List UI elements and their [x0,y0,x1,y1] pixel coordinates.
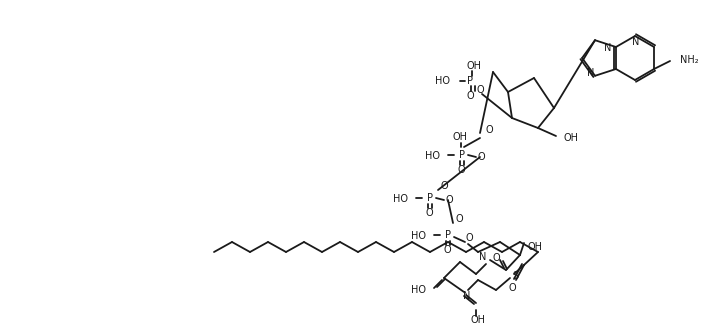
Text: HO: HO [411,285,426,295]
Text: P: P [459,150,465,160]
Text: O: O [492,253,500,263]
Text: O: O [446,195,454,205]
Text: HO: HO [393,194,408,204]
Text: NH₂: NH₂ [680,55,699,65]
Text: O: O [466,91,474,101]
Text: O: O [465,233,472,243]
Text: O: O [455,214,463,224]
Text: N: N [480,252,487,262]
Text: N: N [633,37,640,47]
Text: O: O [440,181,448,191]
Text: N: N [463,291,471,301]
Text: HO: HO [411,231,426,241]
Text: OH: OH [564,133,579,143]
Text: O: O [425,208,433,218]
Text: P: P [445,230,451,240]
Text: O: O [476,85,484,95]
Text: O: O [508,283,516,293]
Text: N: N [604,43,611,53]
Text: OH: OH [470,315,485,325]
Text: HO: HO [435,76,450,86]
Text: P: P [467,76,473,86]
Text: OH: OH [452,132,467,142]
Text: OH: OH [467,61,482,71]
Text: O: O [443,245,451,255]
Text: N: N [587,68,595,78]
Text: O: O [457,165,465,175]
Text: HO: HO [425,151,440,161]
Text: S: S [512,271,518,281]
Text: O: O [478,152,485,162]
Text: OH: OH [528,242,543,252]
Text: P: P [427,193,433,203]
Text: O: O [485,125,493,135]
